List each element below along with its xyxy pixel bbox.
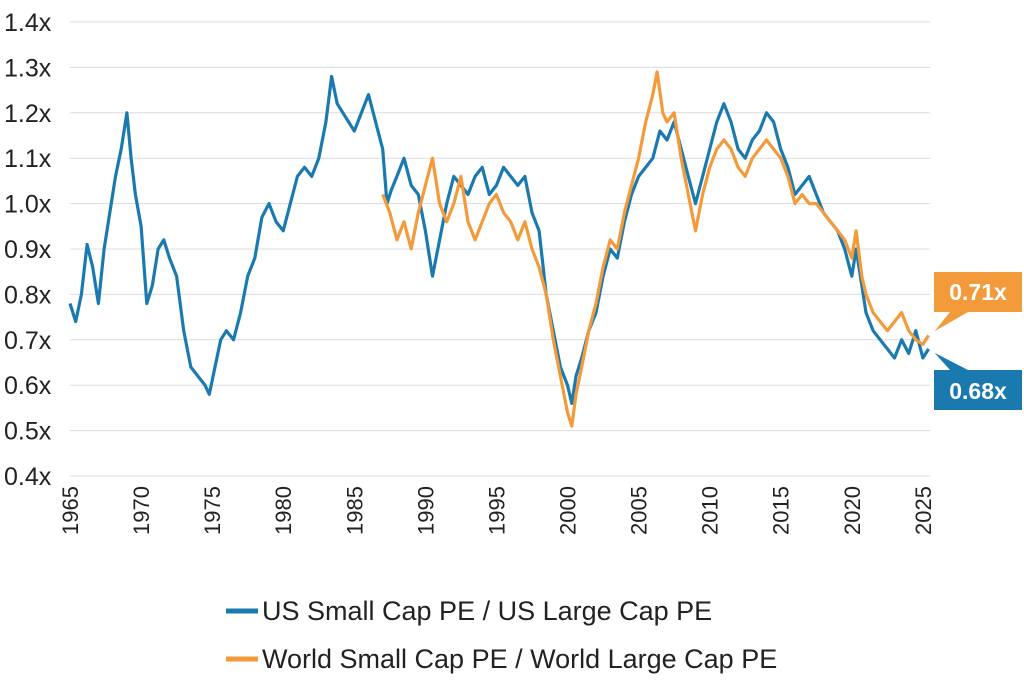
x-tick-label: 1990 xyxy=(413,486,438,535)
x-axis-ticks: 1965 1970 1975 1980 1985 1990 1995 2000 2005 2010… xyxy=(58,486,936,535)
y-tick-label: 1.1x xyxy=(4,145,52,173)
callout-us: 0.68x xyxy=(934,352,1022,410)
x-tick-label: 1980 xyxy=(271,486,296,535)
legend-label-world: World Small Cap PE / World Large Cap PE xyxy=(262,644,777,674)
y-tick-label: 0.5x xyxy=(4,418,52,446)
callout-us-background xyxy=(934,352,1022,410)
y-tick-label: 1.2x xyxy=(4,100,52,128)
x-tick-label: 2000 xyxy=(556,486,581,535)
x-tick-label: 2005 xyxy=(627,486,652,535)
x-tick-label: 2020 xyxy=(840,486,865,535)
legend-item-world: World Small Cap PE / World Large Cap PE xyxy=(226,644,777,674)
y-tick-label: 0.8x xyxy=(4,281,52,309)
callout-us-label: 0.68x xyxy=(949,378,1007,404)
y-tick-label: 0.6x xyxy=(4,372,52,400)
x-tick-label: 1965 xyxy=(58,486,83,535)
legend: US Small Cap PE / US Large Cap PE World … xyxy=(226,596,777,674)
x-tick-label: 1995 xyxy=(484,486,509,535)
y-tick-label: 1.4x xyxy=(4,9,52,37)
series-lines xyxy=(68,70,930,428)
end-value-callouts: 0.71x 0.68x xyxy=(934,272,1022,410)
x-tick-label: 1985 xyxy=(342,486,367,535)
y-tick-label: 1.3x xyxy=(4,54,52,82)
y-tick-label: 0.7x xyxy=(4,327,52,355)
y-axis-ticks: 0.4x 0.5x 0.6x 0.7x 0.8x 0.9x 1.0x 1.1x 1.2x 1.3x… xyxy=(4,9,52,491)
callout-world: 0.71x xyxy=(934,272,1022,332)
y-tick-label: 0.4x xyxy=(4,463,52,491)
y-tick-label: 0.9x xyxy=(4,236,52,264)
legend-item-us: US Small Cap PE / US Large Cap PE xyxy=(226,596,712,626)
x-tick-label: 2025 xyxy=(911,486,936,535)
x-tick-label: 1975 xyxy=(200,486,225,535)
callout-world-background xyxy=(934,272,1022,332)
callout-world-label: 0.71x xyxy=(949,279,1007,305)
y-tick-label: 1.0x xyxy=(4,191,52,219)
series-line-world xyxy=(381,70,930,428)
x-tick-label: 2015 xyxy=(769,486,794,535)
legend-label-us: US Small Cap PE / US Large Cap PE xyxy=(262,596,712,626)
x-tick-label: 2010 xyxy=(698,486,723,535)
x-tick-label: 1970 xyxy=(129,486,154,535)
gridlines xyxy=(70,21,930,477)
series-line-us xyxy=(68,74,930,405)
